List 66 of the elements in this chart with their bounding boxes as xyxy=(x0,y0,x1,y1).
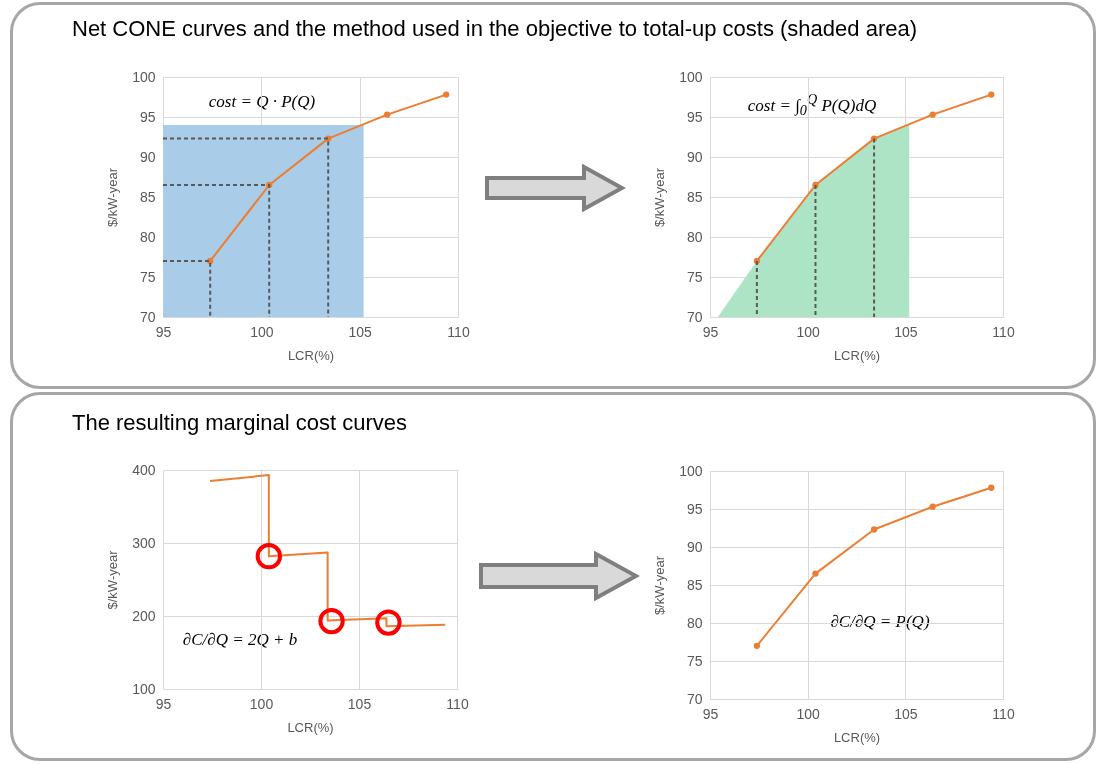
x-tick-label: 110 xyxy=(446,695,469,712)
chart-title: The resulting marginal cost curves xyxy=(72,410,408,436)
x-tick-label: 100 xyxy=(249,695,274,712)
x-tick-label: 100 xyxy=(796,705,821,722)
y-tick-label: 300 xyxy=(132,534,156,551)
x-tick-label: 110 xyxy=(992,323,1015,340)
y-tick-label: 100 xyxy=(679,68,703,85)
y-tick-label: 100 xyxy=(679,462,703,479)
y-tick-label: 85 xyxy=(686,188,703,205)
x-axis-title: LCR(%) xyxy=(287,719,334,735)
x-tick-label: 100 xyxy=(796,323,821,340)
y-tick-label: 95 xyxy=(686,500,703,517)
point xyxy=(929,111,936,118)
y-tick-label: 85 xyxy=(686,576,703,593)
y-tick-label: 90 xyxy=(139,148,156,165)
y-tick-label: 70 xyxy=(686,690,703,707)
x-tick-label: 110 xyxy=(992,705,1015,722)
y-axis-title: $/kW-year xyxy=(105,549,121,610)
x-tick-label: 105 xyxy=(347,695,372,712)
point xyxy=(443,91,450,98)
x-tick-label: 105 xyxy=(894,705,918,722)
chart-title: Net CONE curves and the method used in the objective to total-up costs (shaded area) xyxy=(72,16,918,42)
y-tick-label: 200 xyxy=(132,607,156,624)
y-tick-label: 80 xyxy=(139,228,156,245)
y-tick-label: 75 xyxy=(686,652,703,669)
x-tick-label: 105 xyxy=(894,323,918,340)
y-tick-label: 95 xyxy=(139,108,156,125)
point xyxy=(384,111,391,118)
y-axis-title: $/kW-year xyxy=(652,167,668,227)
y-tick-label: 85 xyxy=(139,188,156,205)
point xyxy=(870,526,878,533)
x-tick-label: 100 xyxy=(250,323,274,340)
point xyxy=(318,607,345,635)
line-series xyxy=(209,474,447,628)
point xyxy=(255,542,283,570)
x-tick-label: 110 xyxy=(447,323,470,340)
point xyxy=(929,503,936,510)
point xyxy=(812,570,819,577)
x-tick-label: 95 xyxy=(702,323,719,340)
y-tick-label: 100 xyxy=(132,68,156,85)
point xyxy=(375,609,402,636)
point xyxy=(988,484,995,491)
x-tick-label: 95 xyxy=(155,323,172,340)
y-tick-label: 95 xyxy=(686,108,703,125)
x-tick-label: 95 xyxy=(702,705,719,722)
y-axis-title: $/kW-year xyxy=(105,167,121,227)
x-tick-label: 95 xyxy=(155,695,172,712)
y-tick-label: 90 xyxy=(686,538,703,555)
point xyxy=(988,91,995,98)
y-tick-label: 400 xyxy=(132,461,156,478)
y-axis-title: $/kW-year xyxy=(652,555,668,615)
x-axis-title: LCR(%) xyxy=(287,347,335,363)
y-tick-label: 75 xyxy=(139,268,156,285)
y-tick-label: 75 xyxy=(686,268,703,285)
y-tick-label: 70 xyxy=(686,308,703,325)
y-tick-label: 80 xyxy=(686,228,703,245)
x-axis-title: LCR(%) xyxy=(833,729,881,745)
x-tick-label: 105 xyxy=(348,323,373,340)
annotation: cost = Q · P(Q) xyxy=(208,92,316,112)
y-tick-label: 70 xyxy=(139,308,156,325)
y-tick-label: 100 xyxy=(132,680,156,697)
annotation: ∂C/∂Q = 2Q + b xyxy=(182,630,298,650)
y-tick-label: 80 xyxy=(686,614,703,631)
point xyxy=(753,642,761,649)
x-axis-title: LCR(%) xyxy=(833,347,881,363)
y-tick-label: 90 xyxy=(686,148,703,165)
